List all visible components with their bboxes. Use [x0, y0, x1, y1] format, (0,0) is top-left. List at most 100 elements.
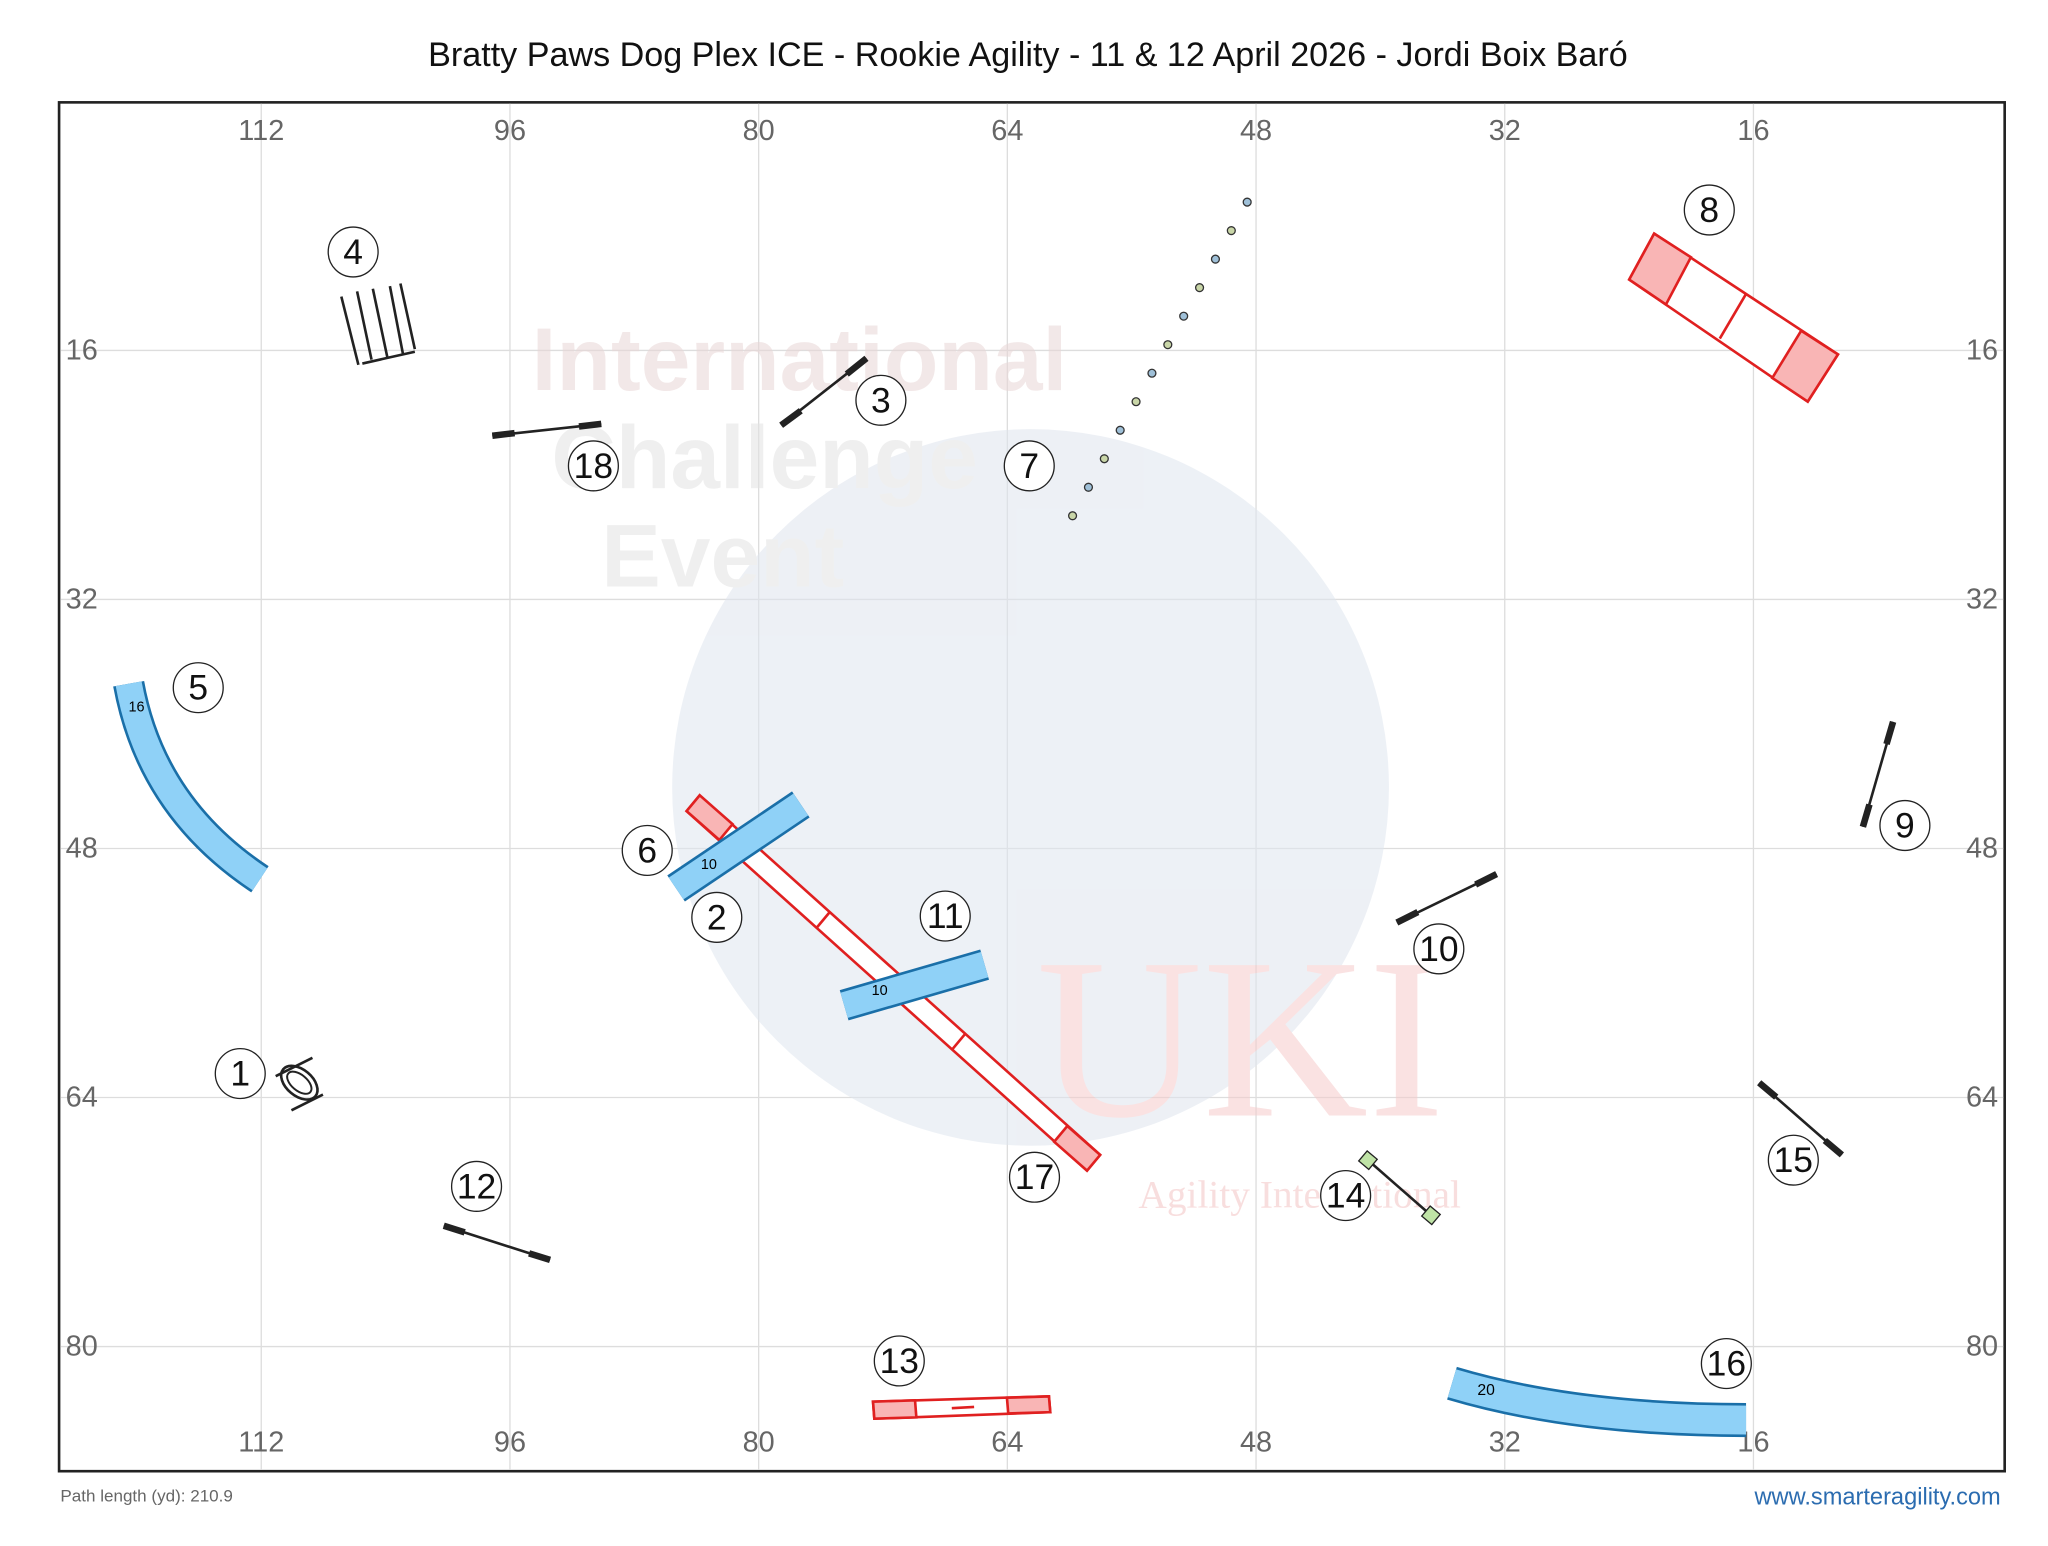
- y-label: 64: [66, 1082, 98, 1114]
- obstacle-number: 18: [574, 446, 613, 486]
- number-circle: [691, 891, 743, 943]
- number-circle: [327, 226, 379, 278]
- watermark-logo: UKI: [1036, 911, 1444, 1166]
- number-circle: [1003, 440, 1055, 492]
- watermark-subtitle: Agility International: [1138, 1172, 1461, 1216]
- obstacle-number: 15: [1774, 1140, 1813, 1180]
- number-circle: [567, 440, 619, 492]
- number-circle: [1700, 1337, 1752, 1390]
- x-label: 80: [743, 115, 775, 147]
- obstacle-number: 13: [880, 1341, 919, 1381]
- weave-pole: [1147, 368, 1157, 378]
- tunnel-label: 10: [872, 983, 888, 999]
- x-label: 112: [238, 1426, 284, 1458]
- obstacle-number: 11: [927, 896, 964, 936]
- number-circle: [1683, 184, 1735, 236]
- x-label: 64: [991, 115, 1023, 147]
- number-circle: [855, 374, 907, 426]
- globe: [672, 429, 1389, 1146]
- number-circle: [1320, 1169, 1372, 1222]
- x-label: 96: [494, 115, 526, 147]
- weave-pole: [1210, 254, 1221, 264]
- title: Bratty Paws Dog Plex ICE - Rookie Agilit…: [428, 36, 1628, 74]
- tunnel-label: 10: [701, 857, 717, 873]
- y-label: 48: [1966, 832, 1998, 864]
- x-label: 16: [1737, 115, 1769, 147]
- a-frame: [1627, 231, 1840, 404]
- number-circle: [1008, 1151, 1061, 1203]
- number-circle: [214, 1047, 266, 1100]
- obstacle-number: 16: [1707, 1344, 1746, 1384]
- weave-pole: [1115, 425, 1125, 435]
- weave-pole: [1163, 340, 1173, 350]
- jumps: [442, 355, 1897, 1264]
- number-circle: [1879, 799, 1931, 852]
- weave-pole: [1194, 283, 1205, 293]
- wing-block: [1420, 1205, 1442, 1226]
- obstacle-number: 7: [1019, 446, 1039, 486]
- long-jump: [340, 283, 417, 366]
- wing: [290, 1093, 324, 1112]
- y-label: 32: [66, 583, 98, 615]
- tunnel-label: 16: [129, 699, 145, 715]
- wing: [275, 1056, 314, 1078]
- y-label: 64: [1966, 1082, 1998, 1114]
- obstacle-number: 9: [1895, 805, 1915, 845]
- watermark: International Challenge Event UKI Agilit…: [532, 309, 1461, 1217]
- number-circle: [1413, 923, 1465, 975]
- weave-pole: [1131, 397, 1141, 407]
- obstacle-number: 6: [637, 830, 657, 870]
- website[interactable]: www.smarteragility.com: [1753, 1484, 2000, 1510]
- number-circle: [172, 662, 224, 714]
- tunnels: [113, 680, 1747, 1438]
- tyre: [286, 1070, 313, 1095]
- obstacle-number: 8: [1699, 190, 1719, 230]
- equipment: 16 10 10 20: [113, 197, 1897, 1438]
- obstacle-number: 12: [457, 1166, 496, 1206]
- obstacle-number: 5: [188, 668, 208, 708]
- x-label: 32: [1489, 1426, 1521, 1458]
- y-label: 48: [66, 832, 98, 864]
- watermark-text: Challenge: [551, 407, 978, 507]
- number-circle: [873, 1335, 925, 1387]
- x-label: 96: [494, 1426, 526, 1458]
- weave-pole: [1067, 511, 1078, 521]
- tunnel-label: 20: [1477, 1382, 1495, 1399]
- obstacle-number: 14: [1326, 1176, 1365, 1216]
- weaves: [1067, 197, 1252, 521]
- number-circle: [450, 1160, 503, 1212]
- obstacle-number: 4: [343, 232, 363, 272]
- obstacle-number: 1: [230, 1054, 250, 1094]
- x-label: 112: [238, 115, 284, 147]
- number-circle: [919, 890, 971, 942]
- weave-pole: [1083, 482, 1094, 492]
- y-label: 80: [66, 1331, 98, 1363]
- y-label: 32: [1966, 583, 1998, 615]
- x-label: 48: [1240, 115, 1272, 147]
- watermark-text: Event: [601, 506, 844, 606]
- x-label: 64: [991, 1426, 1023, 1458]
- wing-block: [1357, 1149, 1379, 1171]
- watermark-text: International: [532, 309, 1068, 409]
- tyre: [279, 1064, 319, 1101]
- weave-pole: [1226, 226, 1236, 236]
- obstacle-number: 17: [1015, 1157, 1054, 1197]
- path-length: Path length (yd): 210.9: [60, 1487, 233, 1506]
- y-label: 80: [1966, 1331, 1998, 1363]
- x-label: 48: [1240, 1426, 1272, 1458]
- obstacle-number: 10: [1419, 929, 1458, 969]
- obstacle-number: 3: [871, 380, 891, 420]
- x-label: 32: [1489, 115, 1521, 147]
- weave-pole: [1179, 311, 1189, 321]
- weave-pole: [1099, 454, 1109, 464]
- number-circle: [1767, 1134, 1819, 1186]
- weave-pole: [1242, 197, 1252, 207]
- y-label: 16: [66, 334, 98, 366]
- number-circle: [621, 824, 673, 877]
- y-label: 16: [1966, 334, 1998, 366]
- x-label: 80: [743, 1426, 775, 1458]
- obstacle-number: 2: [707, 897, 727, 937]
